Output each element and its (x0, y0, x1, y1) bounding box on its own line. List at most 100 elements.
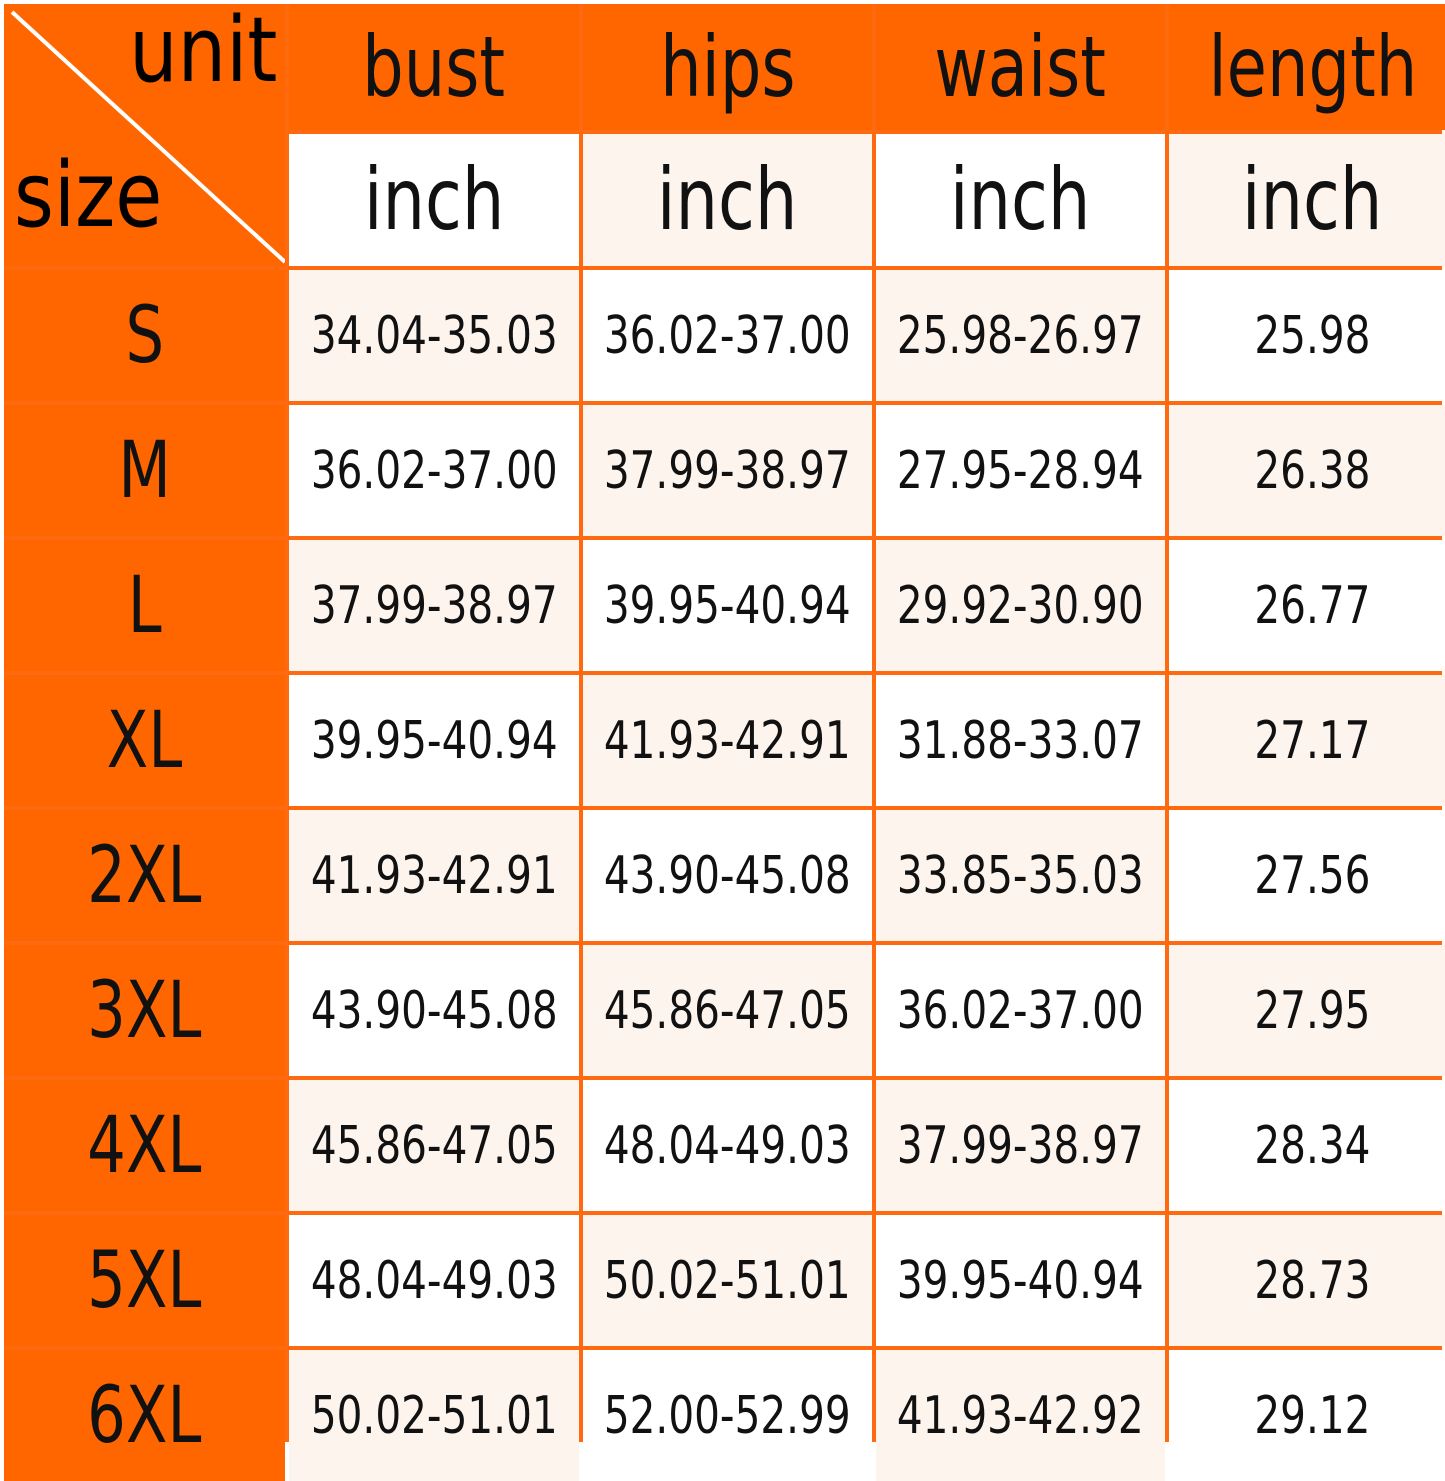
size-cell-text: 4XL (87, 1100, 202, 1191)
table-cell: 41.93-42.92 (876, 1350, 1165, 1481)
column-header-bust-text: bust (362, 18, 506, 116)
table-cell-text: 25.98 (1254, 305, 1371, 366)
size-cell: L (4, 540, 285, 671)
table-cell: 29.92-30.90 (876, 540, 1165, 671)
table-cell-text: 31.88-33.07 (897, 710, 1144, 771)
table-cell-text: 29.92-30.90 (897, 575, 1144, 636)
size-label: size (14, 143, 163, 248)
table-cell: 43.90-45.08 (583, 810, 872, 941)
table-cell: 43.90-45.08 (289, 945, 579, 1076)
table-cell: 37.99-38.97 (876, 1080, 1165, 1211)
table-cell-text: 37.99-38.97 (897, 1115, 1144, 1176)
size-cell: 3XL (4, 945, 285, 1076)
table-cell: 39.95-40.94 (876, 1215, 1165, 1346)
unit-cell-text: inch (1242, 150, 1383, 250)
table-cell-text: 28.34 (1254, 1115, 1371, 1176)
unit-cell: inch (289, 134, 579, 266)
table-cell-text: 29.12 (1254, 1385, 1371, 1446)
table-cell-text: 27.95 (1254, 980, 1371, 1041)
table-cell-text: 39.95-40.94 (897, 1250, 1144, 1311)
table-cell-text: 36.02-37.00 (604, 305, 851, 366)
column-header-bust: bust (289, 4, 579, 130)
column-header-waist-text: waist (934, 18, 1107, 116)
table-cell-text: 25.98-26.97 (897, 305, 1144, 366)
table-cell: 27.95-28.94 (876, 405, 1165, 536)
table-cell-text: 39.95-40.94 (604, 575, 851, 636)
size-cell: 6XL (4, 1350, 285, 1481)
column-header-hips: hips (583, 4, 872, 130)
column-header-hips-text: hips (659, 18, 796, 116)
table-cell-text: 45.86-47.05 (604, 980, 851, 1041)
table-cell-text: 52.00-52.99 (604, 1385, 851, 1446)
unit-cell-text: inch (950, 150, 1091, 250)
size-cell-text: L (127, 560, 162, 651)
table-cell: 39.95-40.94 (583, 540, 872, 671)
table-cell-text: 34.04-35.03 (310, 305, 558, 366)
corner-header: unit size (4, 0, 285, 266)
table-cell: 36.02-37.00 (289, 405, 579, 536)
table-cell-text: 48.04-49.03 (310, 1250, 558, 1311)
table-cell: 41.93-42.91 (289, 810, 579, 941)
table-cell-text: 50.02-51.01 (604, 1250, 851, 1311)
size-cell: 2XL (4, 810, 285, 941)
table-cell: 34.04-35.03 (289, 270, 579, 401)
table-cell: 31.88-33.07 (876, 675, 1165, 806)
column-header-length: length (1169, 4, 1445, 130)
table-cell: 36.02-37.00 (876, 945, 1165, 1076)
table-cell-text: 41.93-42.91 (310, 845, 558, 906)
table-cell: 25.98 (1169, 270, 1445, 401)
table-cell: 29.12 (1169, 1350, 1445, 1481)
table-cell-text: 36.02-37.00 (310, 440, 558, 501)
table-cell-text: 27.56 (1254, 845, 1371, 906)
column-header-waist: waist (876, 4, 1165, 130)
table-cell: 25.98-26.97 (876, 270, 1165, 401)
size-cell: M (4, 405, 285, 536)
table-cell-text: 36.02-37.00 (897, 980, 1144, 1041)
unit-cell-text: inch (363, 150, 505, 250)
table-cell-text: 41.93-42.91 (604, 710, 851, 771)
size-cell-text: 6XL (87, 1370, 202, 1461)
table-cell-text: 45.86-47.05 (310, 1115, 558, 1176)
table-cell-text: 27.17 (1254, 710, 1371, 771)
table-cell: 28.34 (1169, 1080, 1445, 1211)
table-cell: 26.38 (1169, 405, 1445, 536)
table-cell-text: 26.38 (1254, 440, 1371, 501)
table-cell-text: 43.90-45.08 (310, 980, 558, 1041)
column-header-length-text: length (1208, 18, 1417, 116)
size-cell-text: M (118, 425, 171, 516)
table-cell: 41.93-42.91 (583, 675, 872, 806)
size-cell-text: S (125, 290, 164, 381)
size-chart-table: unit size bust inch hips inch waist inch lengt… (4, 0, 1445, 1481)
table-cell: 27.17 (1169, 675, 1445, 806)
table-cell: 48.04-49.03 (289, 1215, 579, 1346)
table-cell-text: 37.99-38.97 (310, 575, 558, 636)
table-cell: 26.77 (1169, 540, 1445, 671)
size-cell-text: XL (106, 695, 183, 786)
table-cell: 28.73 (1169, 1215, 1445, 1346)
table-cell: 37.99-38.97 (583, 405, 872, 536)
table-cell-text: 48.04-49.03 (604, 1115, 851, 1176)
size-cell: S (4, 270, 285, 401)
table-cell-text: 50.02-51.01 (310, 1385, 558, 1446)
size-cell: 5XL (4, 1215, 285, 1346)
unit-cell: inch (583, 134, 872, 266)
table-cell: 36.02-37.00 (583, 270, 872, 401)
table-cell-text: 43.90-45.08 (604, 845, 851, 906)
unit-cell-text: inch (657, 150, 798, 250)
table-cell-text: 37.99-38.97 (604, 440, 851, 501)
table-cell-text: 41.93-42.92 (897, 1385, 1144, 1446)
unit-cell: inch (876, 134, 1165, 266)
table-cell: 27.95 (1169, 945, 1445, 1076)
table-cell: 45.86-47.05 (583, 945, 872, 1076)
table-cell: 45.86-47.05 (289, 1080, 579, 1211)
table-cell: 48.04-49.03 (583, 1080, 872, 1211)
diagonal-divider (10, 10, 285, 264)
table-cell: 50.02-51.01 (583, 1215, 872, 1346)
size-cell: XL (4, 675, 285, 806)
table-cell: 50.02-51.01 (289, 1350, 579, 1481)
table-cell: 37.99-38.97 (289, 540, 579, 671)
table-cell-text: 33.85-35.03 (897, 845, 1144, 906)
table-cell-text: 27.95-28.94 (897, 440, 1144, 501)
table-cell: 52.00-52.99 (583, 1350, 872, 1481)
table-cell-text: 28.73 (1254, 1250, 1371, 1311)
